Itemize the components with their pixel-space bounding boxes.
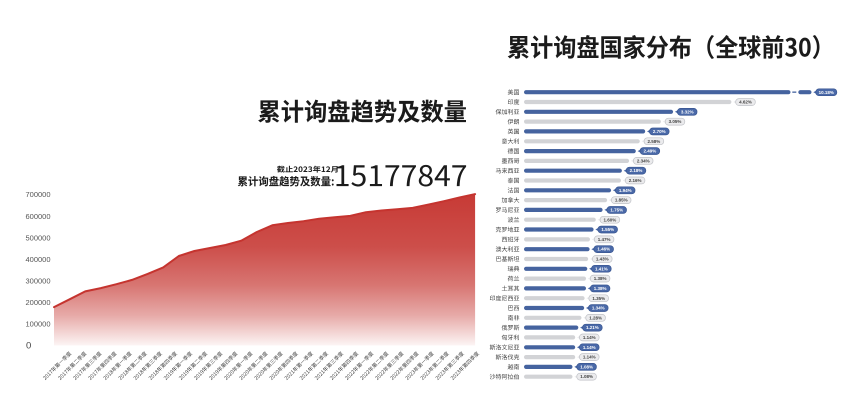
- svg-text:3.05%: 3.05%: [669, 119, 682, 124]
- svg-text:1.08%: 1.08%: [580, 374, 593, 379]
- svg-text:1.34%: 1.34%: [592, 306, 605, 311]
- svg-text:10.18%: 10.18%: [819, 90, 834, 95]
- svg-text:1.55%: 1.55%: [601, 227, 614, 232]
- svg-text:400000: 400000: [26, 255, 51, 264]
- svg-text:1.60%: 1.60%: [604, 217, 617, 222]
- svg-text:100000: 100000: [26, 320, 51, 329]
- svg-text:1.41%: 1.41%: [595, 266, 608, 271]
- svg-text:3.32%: 3.32%: [681, 109, 694, 114]
- svg-text:1.43%: 1.43%: [596, 257, 609, 262]
- svg-text:2.18%: 2.18%: [630, 168, 643, 173]
- svg-text:1.14%: 1.14%: [583, 345, 596, 350]
- svg-text:2.70%: 2.70%: [653, 129, 666, 134]
- svg-text:700000: 700000: [26, 190, 51, 199]
- svg-text:1.21%: 1.21%: [586, 325, 599, 330]
- svg-text:2.16%: 2.16%: [629, 178, 642, 183]
- svg-text:2.34%: 2.34%: [637, 158, 650, 163]
- svg-text:4.62%: 4.62%: [739, 100, 752, 105]
- svg-text:2.49%: 2.49%: [644, 149, 657, 154]
- svg-text:1.08%: 1.08%: [580, 364, 593, 369]
- svg-text:1.46%: 1.46%: [597, 247, 610, 252]
- svg-text:1.14%: 1.14%: [583, 355, 596, 360]
- svg-text:500000: 500000: [26, 233, 51, 242]
- svg-text:2.58%: 2.58%: [648, 139, 661, 144]
- svg-text:1.38%: 1.38%: [594, 286, 607, 291]
- svg-text:1.94%: 1.94%: [619, 188, 632, 193]
- svg-text:1.47%: 1.47%: [598, 237, 611, 242]
- svg-text:1.85%: 1.85%: [615, 198, 628, 203]
- svg-text:600000: 600000: [26, 212, 51, 221]
- svg-text:0: 0: [26, 341, 31, 352]
- svg-text:1.28%: 1.28%: [589, 315, 602, 320]
- svg-text:1.38%: 1.38%: [594, 276, 607, 281]
- svg-text:1.75%: 1.75%: [610, 208, 623, 213]
- svg-text:300000: 300000: [26, 277, 51, 286]
- svg-text:1.14%: 1.14%: [583, 335, 596, 340]
- svg-text:1.35%: 1.35%: [592, 296, 605, 301]
- svg-text:200000: 200000: [26, 298, 51, 307]
